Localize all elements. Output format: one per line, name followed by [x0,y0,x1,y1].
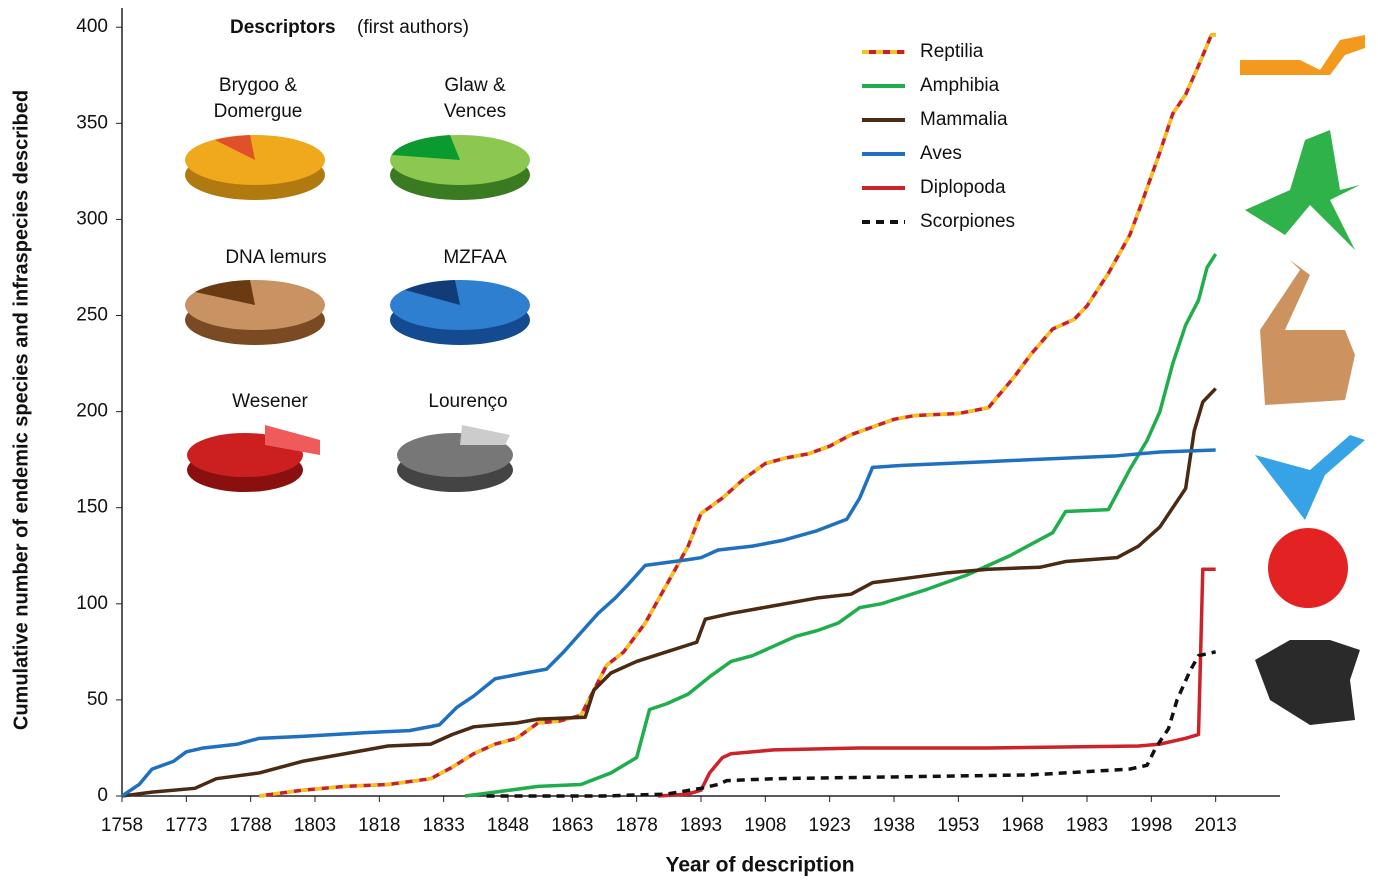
inset-subtitle: (first authors) [357,17,469,38]
legend-label: Aves [920,143,962,164]
icons [1240,35,1365,725]
x-tick-label: 1848 [487,815,529,836]
legend-label: Diplopoda [920,177,1006,198]
x-tick-label: 1938 [873,815,915,836]
x-tick-label: 1833 [423,815,465,836]
legend-label: Scorpiones [920,211,1015,232]
inset-label: Lourenço [428,391,507,412]
y-tick-label: 250 [76,305,108,326]
inset-label: Brygoo &Domergue [214,75,303,122]
inset-label: Glaw &Vences [444,75,506,122]
x-tick-label: 1968 [1002,815,1044,836]
inset-title: Descriptors [230,17,336,38]
y-tick-label: 100 [76,593,108,614]
x-tick-label: 1953 [937,815,979,836]
y-axis-title: Cumulative number of endemic species and… [10,90,32,730]
series-line [658,569,1216,796]
x-tick-label: 1878 [616,815,658,836]
chart: Descriptors (first authors) Year of desc… [0,0,1378,882]
x-tick-label: 1773 [165,815,207,836]
x-tick-label: 1998 [1130,815,1172,836]
inset-label: DNA lemurs [225,247,326,268]
x-tick-label: 1788 [230,815,272,836]
x-tick-label: 1893 [680,815,722,836]
x-tick-label: 1923 [809,815,851,836]
inset-label: Wesener [232,391,308,412]
legend-label: Amphibia [920,75,1000,96]
y-tick-label: 200 [76,401,108,422]
x-tick-label: 1818 [358,815,400,836]
legend-label: Reptilia [920,41,984,62]
inset-label: MZFAA [443,247,507,268]
y-tick-label: 150 [76,497,108,518]
series-line [122,450,1216,796]
legend-label: Mammalia [920,109,1008,130]
x-tick-label: 1983 [1066,815,1108,836]
x-axis-title: Year of description [665,854,854,877]
y-tick-label: 400 [76,16,108,37]
inset-pies [185,135,530,492]
y-tick-label: 300 [76,208,108,229]
y-tick-label: 50 [87,689,108,710]
x-tick-label: 1908 [744,815,786,836]
x-tick-label: 1863 [551,815,593,836]
y-tick-label: 0 [97,785,108,806]
series-line [487,652,1216,796]
x-tick-label: 1758 [101,815,143,836]
y-tick-label: 350 [76,112,108,133]
x-tick-label: 1803 [294,815,336,836]
x-tick-label: 2013 [1195,815,1237,836]
